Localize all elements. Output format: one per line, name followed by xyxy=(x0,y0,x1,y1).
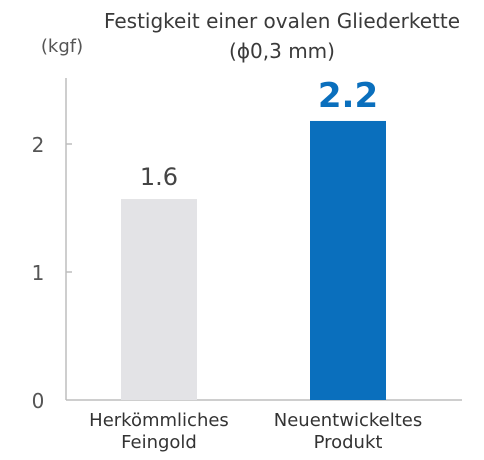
category-label: Feingold xyxy=(121,432,197,453)
category-label: Neuentwickeltes xyxy=(274,410,422,431)
bar xyxy=(310,120,386,401)
bars xyxy=(121,120,386,401)
axes: 0 1 2 xyxy=(32,78,462,413)
bar xyxy=(121,199,197,400)
category-label: Herkömmliches xyxy=(89,410,229,431)
chart-title: Festigkeit einer ovalen Gliederkette xyxy=(104,9,460,33)
chart-subtitle: (ϕ0,3 mm) xyxy=(229,39,335,63)
y-axis-unit: (kgf) xyxy=(41,36,83,57)
category-label: Produkt xyxy=(314,432,383,453)
y-tick-label: 2 xyxy=(32,133,45,157)
bar-value-label: 2.2 xyxy=(318,76,378,116)
bar-value-label: 1.6 xyxy=(140,163,178,191)
y-tick-label: 0 xyxy=(32,389,45,413)
y-tick-label: 1 xyxy=(32,261,45,285)
